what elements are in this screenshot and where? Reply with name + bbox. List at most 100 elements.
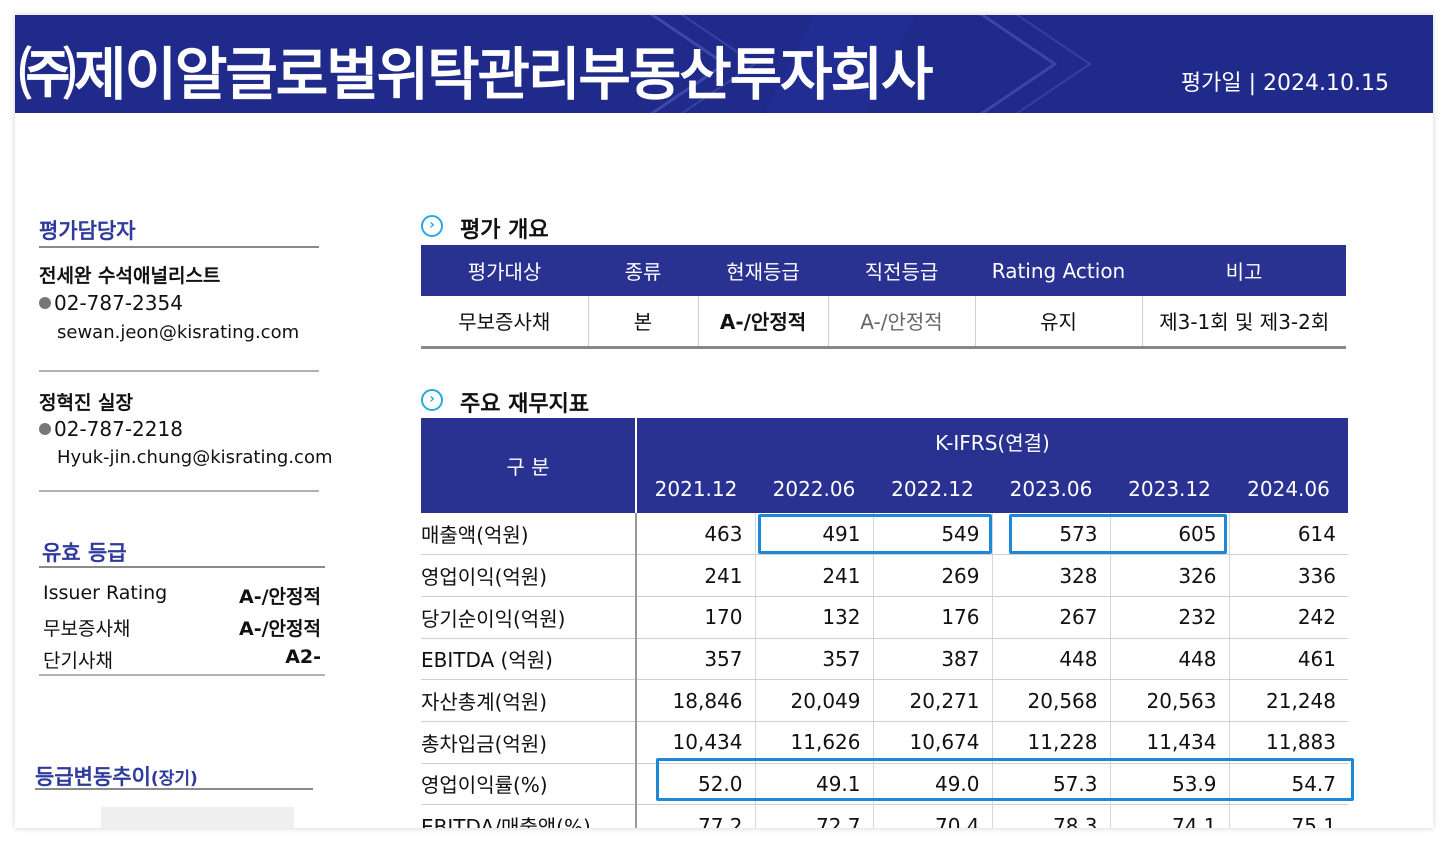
value-cell: 241 [755, 554, 874, 597]
value-cell: 461 [1229, 638, 1348, 681]
value-cell: 463 [636, 513, 756, 556]
value-cell: 75.1 [1229, 804, 1348, 828]
value-cell: 387 [873, 638, 993, 681]
value-cell: 72.7 [755, 804, 874, 828]
analyst-email[interactable]: Hyuk-jin.chung@kisrating.com [57, 447, 333, 468]
row-label: 당기순이익(억원) [421, 596, 637, 639]
rating-action-cell: 유지 [975, 296, 1143, 349]
divider [39, 370, 319, 372]
table-row: 매출액(억원) 463 491 549 573 605 614 [421, 513, 1348, 556]
valid-grade-title: 유효 등급 [42, 541, 127, 565]
remarks-cell: 제3-1회 및 제3-2회 [1142, 296, 1346, 349]
value-cell: 357 [755, 638, 874, 681]
value-cell: 70.4 [873, 804, 993, 828]
value-cell: 77.2 [636, 804, 756, 828]
value-cell: 448 [992, 638, 1111, 681]
value-cell: 176 [873, 596, 993, 639]
value-cell: 20,568 [992, 679, 1111, 722]
divider [39, 490, 319, 492]
financials-table: 구 분 K-IFRS(연결) 2021.12 2022.06 2022.12 2… [421, 418, 1348, 828]
value-cell: 267 [992, 596, 1111, 639]
grade-label: 무보증사채 [43, 618, 131, 640]
value-cell: 20,049 [755, 679, 874, 722]
grade-value: A-/안정적 [239, 618, 321, 640]
chevron-decoration-icon [649, 15, 1092, 113]
value-cell: 11,626 [755, 721, 874, 764]
row-label: 매출액(억원) [421, 513, 637, 556]
company-name: ㈜제이알글로벌위탁관리부동산투자회사 [19, 42, 933, 108]
value-cell: 326 [1110, 554, 1230, 597]
table-row: EBITDA (억원) 357 357 387 448 448 461 [421, 638, 1348, 681]
period-header: 2022.12 [873, 465, 992, 513]
value-cell: 241 [636, 554, 756, 597]
value-cell: 78.3 [992, 804, 1111, 828]
value-cell: 357 [636, 638, 756, 681]
overview-header: 직전등급 [828, 245, 975, 296]
row-label: EBITDA (억원) [421, 638, 637, 681]
financials-title: 주요 재무지표 [460, 392, 590, 417]
overview-table: 평가대상 종류 현재등급 직전등급 Rating Action 비고 무보증사채… [421, 245, 1346, 349]
highlight-box [758, 514, 992, 554]
value-cell: 549 [873, 513, 993, 556]
value-cell: 10,434 [636, 721, 756, 764]
divider [39, 566, 325, 568]
table-row: 자산총계(억원) 18,846 20,049 20,271 20,568 20,563 21… [421, 679, 1348, 722]
analyst-phone: 02-787-2354 [39, 291, 183, 315]
value-cell: 74.1 [1110, 804, 1230, 828]
chevron-right-icon: › [421, 215, 443, 237]
overview-title: 평가 개요 [460, 218, 549, 243]
rating-trend-title: 등급변동추이(장기) [35, 765, 198, 789]
value-cell: 20,563 [1110, 679, 1230, 722]
value-cell: 336 [1229, 554, 1348, 597]
chevron-right-icon: › [421, 389, 443, 411]
table-row: EBITDA/매출액(%) 77.2 72.7 70.4 78.3 74.1 75.1 [421, 804, 1348, 828]
table-row: 총차입금(억원) 10,434 11,626 10,674 11,228 11,434 11… [421, 721, 1348, 764]
value-cell: 170 [636, 596, 756, 639]
period-header: 2024.06 [1229, 465, 1348, 513]
previous-grade-cell: A-/안정적 [828, 296, 976, 349]
grade-row: Issuer Rating A-/안정적 [43, 582, 321, 610]
table-row: 무보증사채 본 A-/안정적 A-/안정적 유지 제3-1회 및 제3-2회 [421, 296, 1346, 349]
overview-header: 평가대상 [421, 245, 588, 296]
period-header: 2021.12 [636, 465, 755, 513]
report-page: ㈜제이알글로벌위탁관리부동산투자회사 평가일 | 2024.10.15 평가담당… [15, 15, 1433, 828]
highlight-box [656, 758, 1354, 801]
value-cell: 10,674 [873, 721, 993, 764]
grade-label: Issuer Rating [43, 582, 168, 604]
phone-icon [39, 423, 51, 435]
standard-header: K-IFRS(연결) [636, 418, 1348, 465]
analyst-email[interactable]: sewan.jeon@kisrating.com [57, 322, 300, 343]
row-label: 영업이익(억원) [421, 554, 637, 597]
row-label: 자산총계(억원) [421, 679, 637, 722]
grade-label: 단기사채 [43, 650, 113, 672]
trend-chart-placeholder [101, 807, 294, 828]
value-cell: 11,434 [1110, 721, 1230, 764]
grade-value: A-/안정적 [239, 586, 321, 608]
current-grade-cell: A-/안정적 [698, 296, 829, 349]
table-row: 당기순이익(억원) 170 132 176 267 232 242 [421, 596, 1348, 639]
value-cell: 491 [755, 513, 874, 556]
evaluation-date: 평가일 | 2024.10.15 [1180, 71, 1389, 96]
value-cell: 11,228 [992, 721, 1111, 764]
value-cell: 132 [755, 596, 874, 639]
row-label: EBITDA/매출액(%) [421, 804, 637, 828]
period-header: 2022.06 [755, 465, 873, 513]
header-banner: ㈜제이알글로벌위탁관리부동산투자회사 평가일 | 2024.10.15 [15, 15, 1433, 113]
value-cell: 614 [1229, 513, 1348, 556]
highlight-box [1009, 514, 1227, 554]
value-cell: 232 [1110, 596, 1230, 639]
overview-cell: 무보증사채 [421, 296, 589, 349]
value-cell: 21,248 [1229, 679, 1348, 722]
value-cell: 18,846 [636, 679, 756, 722]
phone-icon [39, 297, 51, 309]
overview-header: 현재등급 [698, 245, 828, 296]
gubun-header: 구 분 [421, 418, 637, 513]
period-header: 2023.06 [992, 465, 1110, 513]
grade-row: 무보증사채 A-/안정적 [43, 614, 321, 642]
analyst-phone: 02-787-2218 [39, 417, 183, 441]
period-header: 2023.12 [1110, 465, 1229, 513]
value-cell: 11,883 [1229, 721, 1348, 764]
grade-value: A2- [285, 646, 321, 668]
analyst-name: 전세완 수석애널리스트 [39, 265, 221, 287]
row-label: 총차입금(억원) [421, 721, 637, 764]
